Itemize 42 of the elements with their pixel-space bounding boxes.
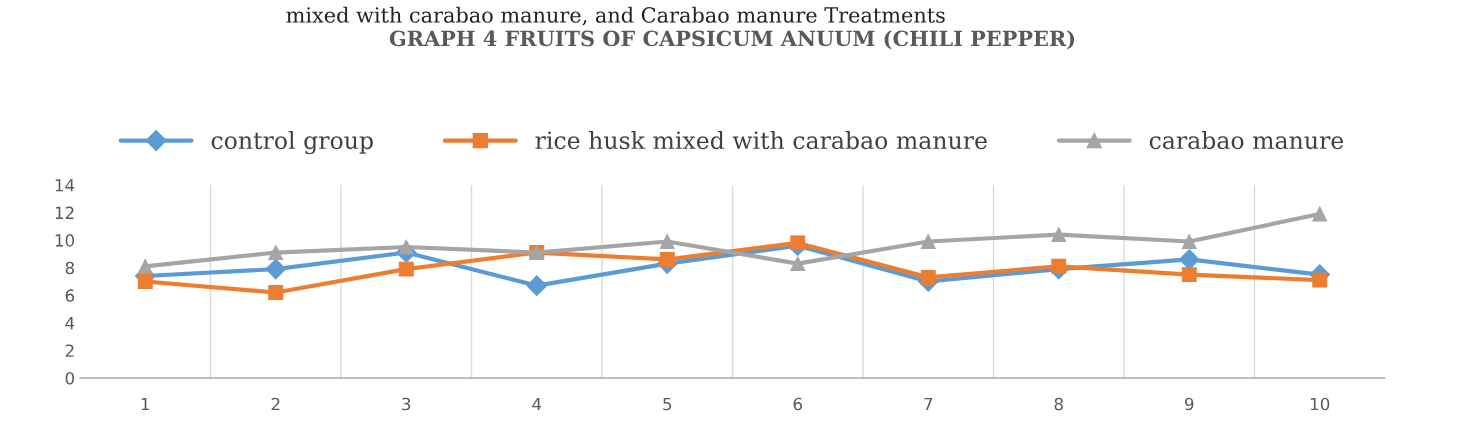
point <box>659 251 675 267</box>
y-tick-label: 14 <box>55 179 75 192</box>
x-tick-label: 2 <box>271 397 280 411</box>
point <box>398 261 414 277</box>
x-tick-label: 4 <box>532 397 542 411</box>
point <box>1051 227 1067 243</box>
chart-title: GRAPH 4 FRUITS OF CAPSICUM ANUUM (CHILI PEPPER) <box>389 30 1075 50</box>
point <box>265 258 287 280</box>
x-tick-label: 6 <box>793 397 802 411</box>
y-tick-label: 4 <box>65 317 75 330</box>
x-tick-label: 1 <box>141 397 150 411</box>
y-tick-label: 12 <box>55 206 74 219</box>
y-tick-label: 8 <box>65 261 74 275</box>
point <box>137 274 153 289</box>
legend-label: control group <box>211 130 373 155</box>
point <box>1312 206 1328 222</box>
y-tick-label: 6 <box>65 289 75 302</box>
legend-label: rice husk mixed with carabao manure <box>535 130 987 150</box>
point <box>1312 272 1328 288</box>
x-tick-label: 9 <box>1185 397 1194 411</box>
x-tick-label: 8 <box>1054 397 1063 411</box>
point <box>920 234 936 249</box>
y-tick-label: 0 <box>65 371 75 385</box>
x-tick-label: 3 <box>402 397 411 411</box>
point <box>268 285 284 300</box>
point <box>526 275 548 296</box>
point <box>659 234 675 249</box>
point <box>1178 249 1200 270</box>
point <box>137 258 153 274</box>
point <box>920 269 936 285</box>
x-tick-label: 10 <box>1310 397 1330 411</box>
point <box>790 256 806 272</box>
point <box>1181 267 1197 283</box>
x-tick-label: 7 <box>924 397 933 411</box>
text: mixed with carabao manure, and Carabao manure Treatments <box>286 6 945 26</box>
x-tick-label: 5 <box>663 397 672 411</box>
point <box>790 235 806 251</box>
y-tick-label: 2 <box>65 344 74 357</box>
point <box>268 245 284 261</box>
point <box>1181 234 1197 249</box>
legend-label: carabao manure <box>1149 130 1344 150</box>
y-tick-label: 10 <box>55 234 75 247</box>
